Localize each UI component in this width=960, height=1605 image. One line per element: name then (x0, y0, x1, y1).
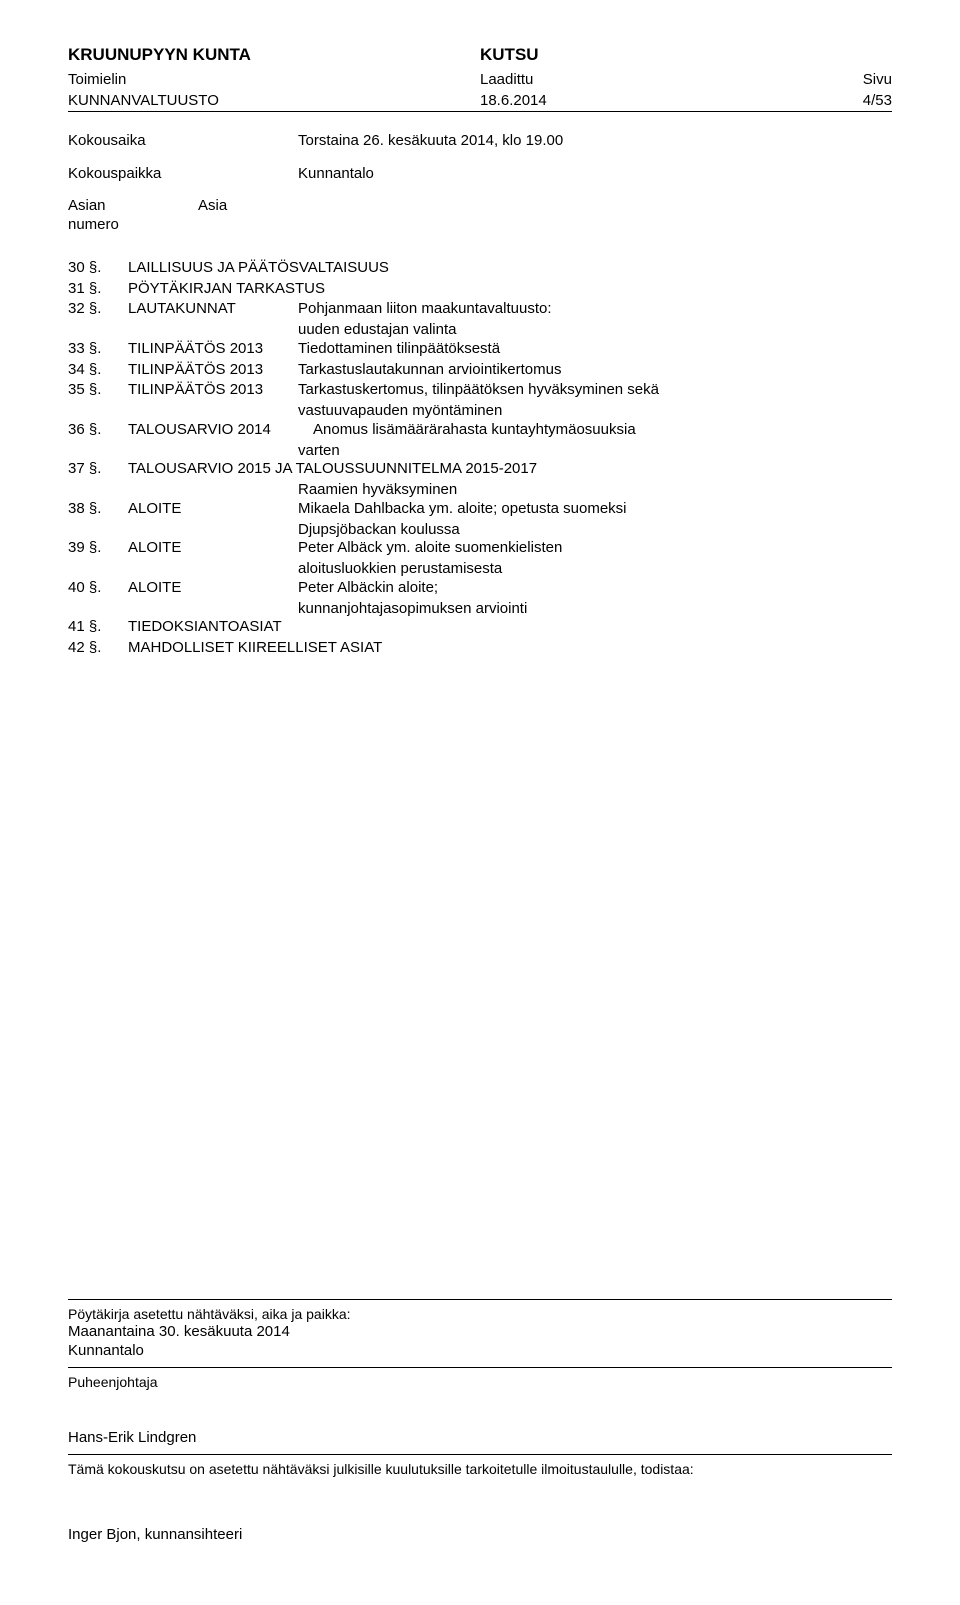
agenda-text: Tarkastuskertomus, tilinpäätöksen hyväks… (298, 381, 892, 400)
agenda-code: LAILLISUUS JA PÄÄTÖSVALTAISUUS (128, 259, 892, 278)
asia-columns: Asian numero Asia (68, 197, 892, 235)
agenda-row: 30 §. LAILLISUUS JA PÄÄTÖSVALTAISUUS (68, 259, 892, 278)
agenda-num: 40 §. (68, 579, 128, 598)
agenda-cont: uuden edustajan valinta (68, 321, 892, 340)
asian-numero-label: Asian numero (68, 197, 198, 235)
available-date: Maanantaina 30. kesäkuuta 2014 (68, 1323, 892, 1342)
agenda-row: 40 §. ALOITE Peter Albäckin aloite; (68, 579, 892, 598)
agenda-cont: varten (68, 442, 892, 461)
agenda-row: 31 §. PÖYTÄKIRJAN TARKASTUS (68, 280, 892, 299)
header-top: KRUUNUPYYN KUNTA KUTSU (68, 44, 892, 65)
agenda-code: ALOITE (128, 500, 298, 519)
meeting-place-value: Kunnantalo (298, 165, 892, 184)
sub-right-label: Sivu (727, 71, 892, 90)
header-date: 18.6.2014 (480, 92, 727, 111)
chair-label: Puheenjohtaja (68, 1374, 892, 1392)
agenda-num: 34 §. (68, 361, 128, 380)
agenda-row: 33 §. TILINPÄÄTÖS 2013 Tiedottaminen til… (68, 340, 892, 359)
available-place: Kunnantalo (68, 1342, 892, 1361)
asian-label-1: Asian (68, 197, 198, 216)
agenda-code: TALOUSARVIO 2014 (128, 421, 313, 440)
agenda-code: TILINPÄÄTÖS 2013 (128, 361, 298, 380)
header-sub-values: KUNNANVALTUUSTO 18.6.2014 4/53 (68, 92, 892, 112)
meeting-place-label: Kokouspaikka (68, 165, 298, 184)
agenda-cont: kunnanjohtajasopimuksen arviointi (68, 600, 892, 619)
agenda-row: 42 §. MAHDOLLISET KIIREELLISET ASIAT (68, 639, 892, 658)
agenda-code: ALOITE (128, 579, 298, 598)
notice-text: Tämä kokouskutsu on asetettu nähtäväksi … (68, 1461, 892, 1479)
agenda-text: Peter Albäck ym. aloite suomenkielisten (298, 539, 892, 558)
meeting-time-value: Torstaina 26. kesäkuuta 2014, klo 19.00 (298, 132, 892, 151)
secretary-name: Inger Bjon, kunnansihteeri (68, 1526, 892, 1545)
agenda-code: TILINPÄÄTÖS 2013 (128, 340, 298, 359)
agenda-text: Mikaela Dahlbacka ym. aloite; opetusta s… (298, 500, 892, 519)
agenda-code: TALOUSARVIO 2015 JA TALOUSSUUNNITELMA 20… (128, 460, 892, 479)
sub-mid-label: Laadittu (480, 71, 727, 90)
agenda-row: 32 §. LAUTAKUNNAT Pohjanmaan liiton maak… (68, 300, 892, 319)
header-page: 4/53 (727, 92, 892, 111)
agenda-cont: Djupsjöbackan koulussa (68, 521, 892, 540)
agenda-cont: vastuuvapauden myöntäminen (68, 402, 892, 421)
agenda-row: 39 §. ALOITE Peter Albäck ym. aloite suo… (68, 539, 892, 558)
agenda-list: 30 §. LAILLISUUS JA PÄÄTÖSVALTAISUUS 31 … (68, 259, 892, 658)
agenda-text: Tiedottaminen tilinpäätöksestä (298, 340, 892, 359)
agenda-cont: Raamien hyväksyminen (68, 481, 892, 500)
agenda-num: 38 §. (68, 500, 128, 519)
agenda-code: ALOITE (128, 539, 298, 558)
meeting-time-label: Kokousaika (68, 132, 298, 151)
available-label: Pöytäkirja asetettu nähtäväksi, aika ja … (68, 1306, 892, 1324)
agenda-text: Peter Albäckin aloite; (298, 579, 892, 598)
agenda-num: 41 §. (68, 618, 128, 637)
agenda-code: TIEDOKSIANTOASIAT (128, 618, 892, 637)
footer-block: Pöytäkirja asetettu nähtäväksi, aika ja … (68, 1293, 892, 1546)
agenda-cont: aloitusluokkien perustamisesta (68, 560, 892, 579)
doc-type: KUTSU (480, 44, 892, 65)
header-sub-labels: Toimielin Laadittu Sivu (68, 71, 892, 90)
agenda-row: 35 §. TILINPÄÄTÖS 2013 Tarkastuskertomus… (68, 381, 892, 400)
agenda-row: 37 §. TALOUSARVIO 2015 JA TALOUSSUUNNITE… (68, 460, 892, 479)
agenda-num: 39 §. (68, 539, 128, 558)
agenda-num: 30 §. (68, 259, 128, 278)
agenda-text: Tarkastuslautakunnan arviointikertomus (298, 361, 892, 380)
meeting-place-row: Kokouspaikka Kunnantalo (68, 165, 892, 184)
agenda-num: 31 §. (68, 280, 128, 299)
agenda-num: 32 §. (68, 300, 128, 319)
agenda-code: MAHDOLLISET KIIREELLISET ASIAT (128, 639, 892, 658)
agenda-row: 41 §. TIEDOKSIANTOASIAT (68, 618, 892, 637)
sub-left-label: Toimielin (68, 71, 480, 90)
agenda-row: 34 §. TILINPÄÄTÖS 2013 Tarkastuslautakun… (68, 361, 892, 380)
asian-label-2: numero (68, 216, 198, 235)
agenda-text: Pohjanmaan liiton maakuntavaltuusto: (298, 300, 892, 319)
agenda-row: 36 §. TALOUSARVIO 2014 Anomus lisämäärär… (68, 421, 892, 440)
body-name: KUNNANVALTUUSTO (68, 92, 480, 111)
page: KRUUNUPYYN KUNTA KUTSU Toimielin Laaditt… (0, 0, 960, 1605)
agenda-code: PÖYTÄKIRJAN TARKASTUS (128, 280, 892, 299)
agenda-code: TILINPÄÄTÖS 2013 (128, 381, 298, 400)
agenda-num: 35 §. (68, 381, 128, 400)
agenda-num: 42 §. (68, 639, 128, 658)
agenda-num: 33 §. (68, 340, 128, 359)
asia-label: Asia (198, 197, 298, 235)
agenda-row: 38 §. ALOITE Mikaela Dahlbacka ym. aloit… (68, 500, 892, 519)
meeting-time-row: Kokousaika Torstaina 26. kesäkuuta 2014,… (68, 132, 892, 151)
chair-name: Hans-Erik Lindgren (68, 1429, 892, 1448)
agenda-text: Anomus lisämäärärahasta kuntayhtymäosuuk… (313, 421, 892, 440)
org-name: KRUUNUPYYN KUNTA (68, 44, 480, 65)
agenda-code: LAUTAKUNNAT (128, 300, 298, 319)
agenda-num: 36 §. (68, 421, 128, 440)
agenda-num: 37 §. (68, 460, 128, 479)
